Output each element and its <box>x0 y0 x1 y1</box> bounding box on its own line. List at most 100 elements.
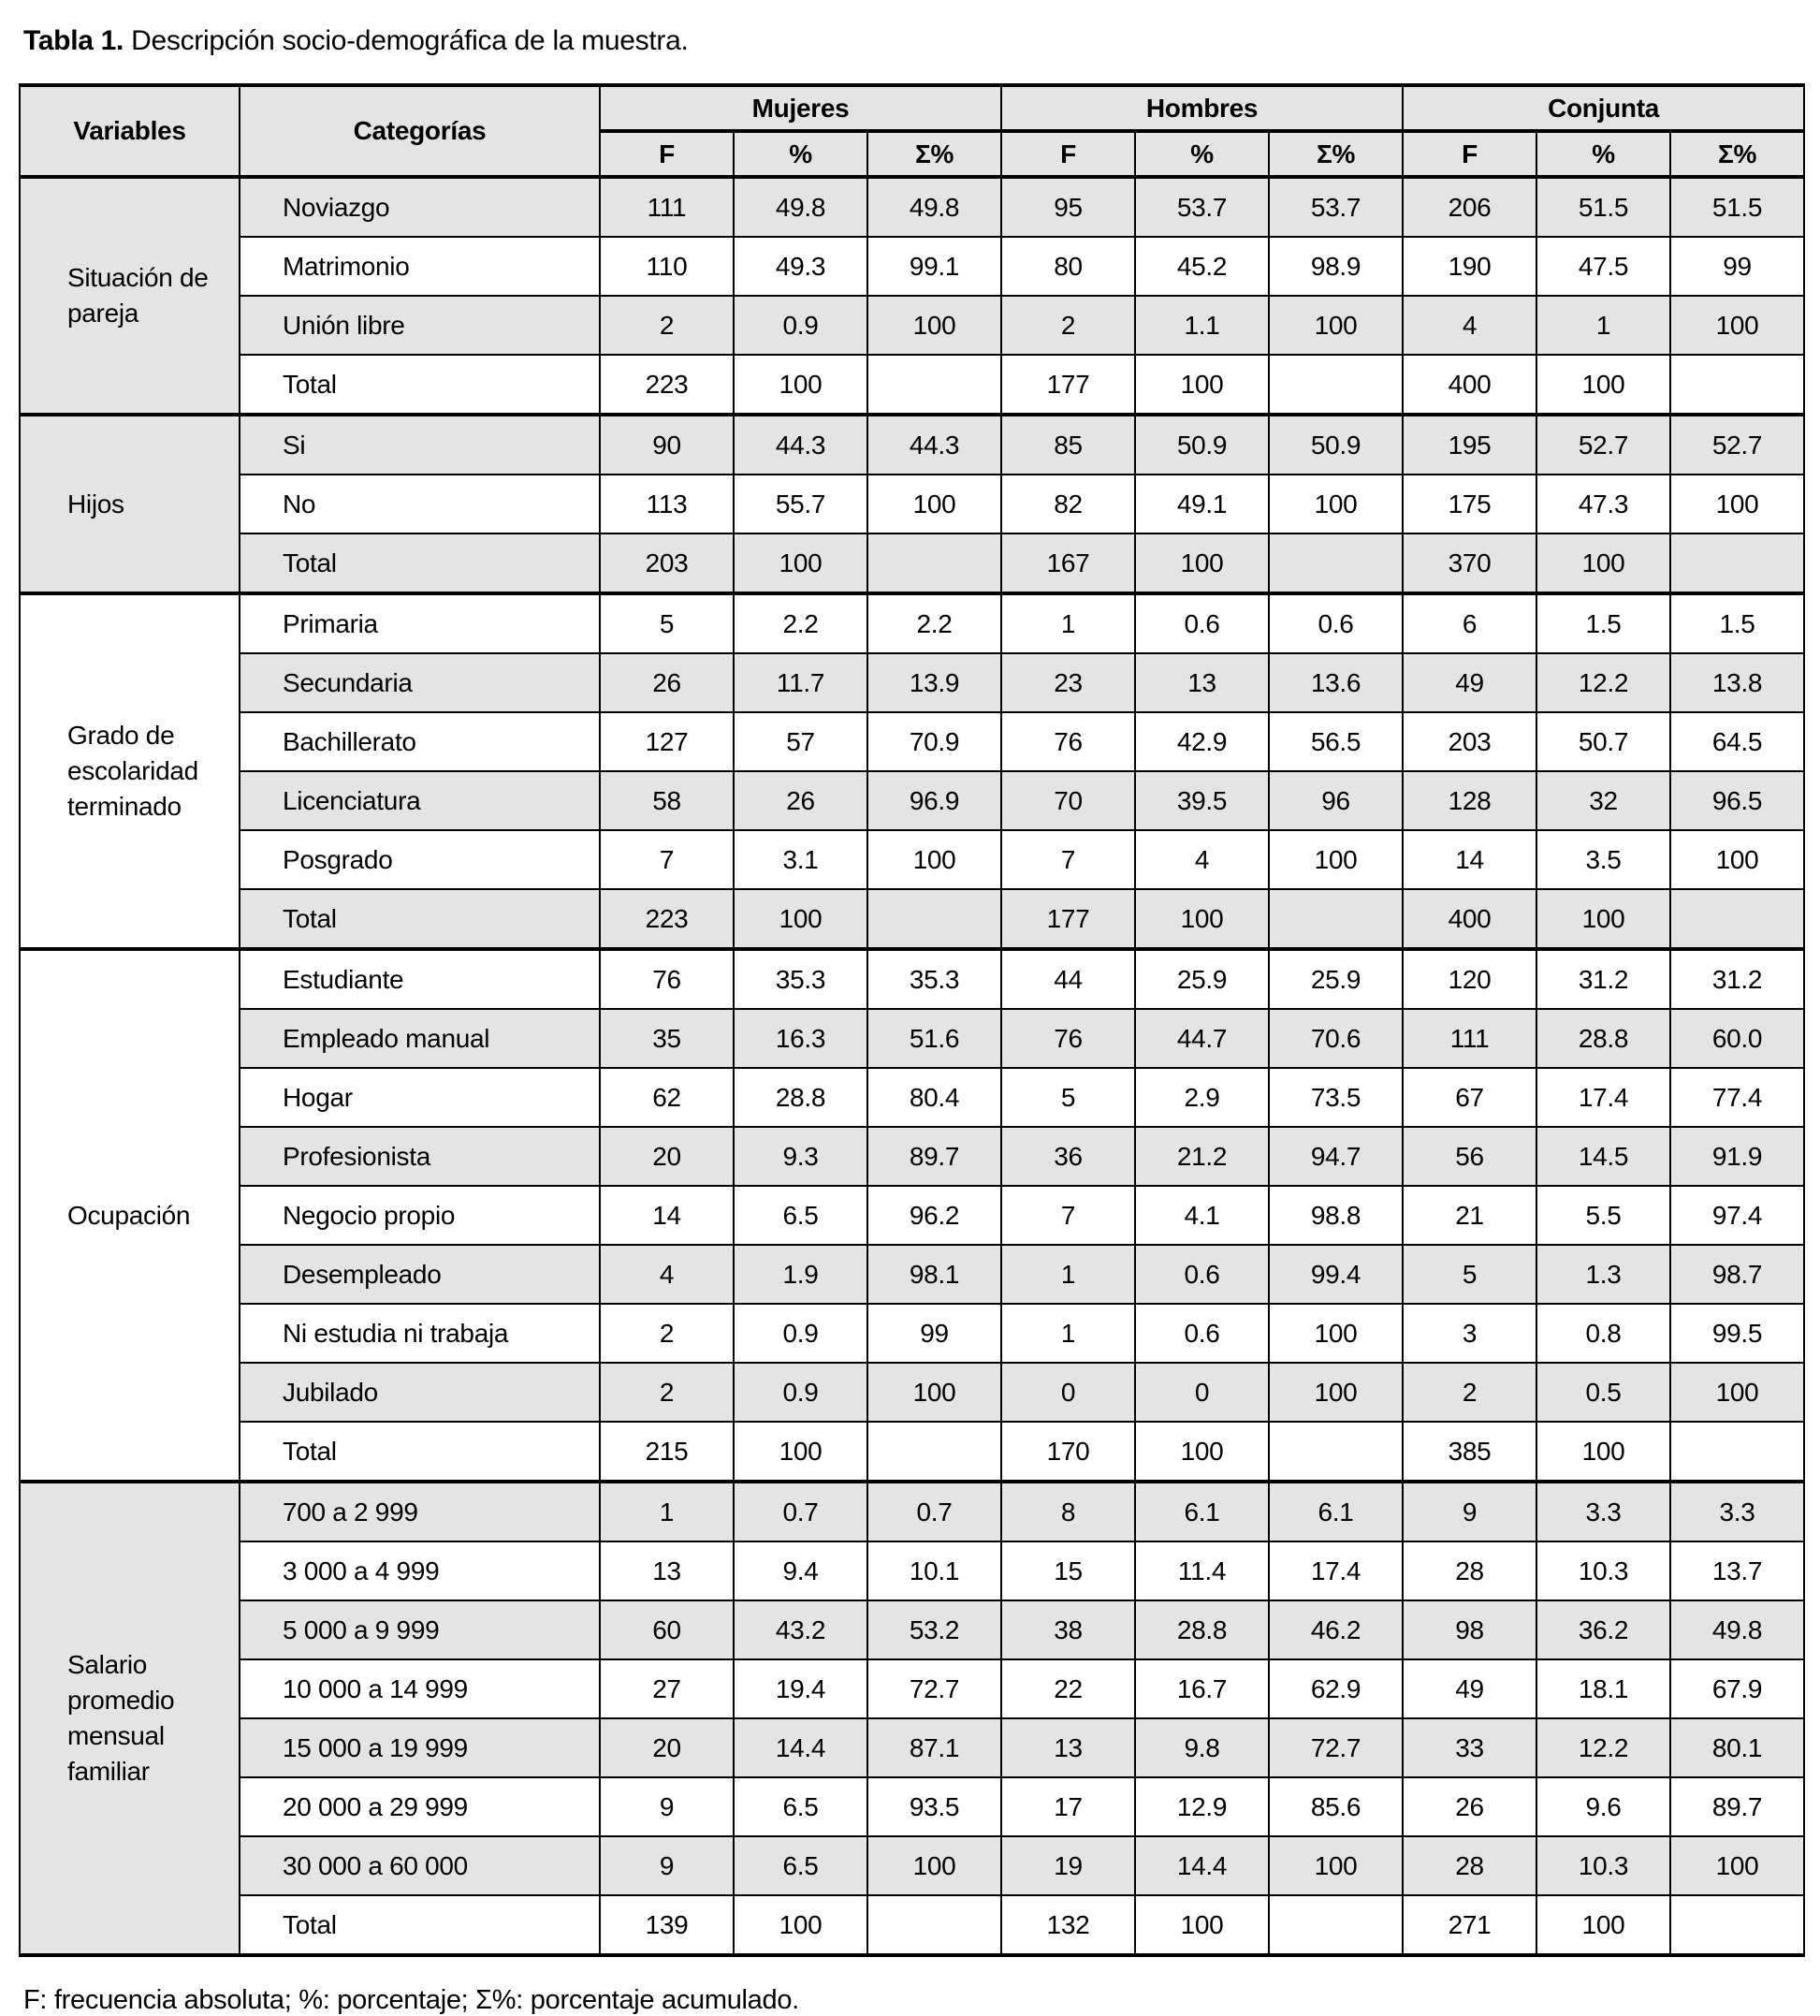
category-cell: Total <box>239 1894 601 1956</box>
value-cell: 223 <box>599 888 735 950</box>
value-cell: 1.5 <box>1536 592 1672 654</box>
category-cell: Total <box>239 1421 601 1483</box>
value-cell: 1 <box>1000 1303 1137 1364</box>
value-cell: 1.5 <box>1669 592 1806 654</box>
value-cell: 100 <box>733 888 868 950</box>
value-cell: 82 <box>1000 474 1137 534</box>
value-cell: 98.1 <box>866 1244 1003 1305</box>
header-metric-cumpct: Σ% <box>866 130 1003 179</box>
metric-header-row: F % Σ% F % Σ% F % Σ% <box>20 130 1806 179</box>
value-cell: 6.1 <box>1134 1480 1271 1542</box>
value-cell: 28 <box>1402 1541 1538 1601</box>
value-cell: 96.5 <box>1669 770 1806 831</box>
value-cell: 28.8 <box>1134 1600 1271 1660</box>
value-cell: 45.2 <box>1134 236 1271 297</box>
value-cell: 13.8 <box>1669 652 1806 713</box>
category-cell: Ni estudia ni trabaja <box>239 1303 601 1364</box>
value-cell: 100 <box>1536 1894 1672 1956</box>
value-cell: 27 <box>599 1658 735 1719</box>
value-cell: 1 <box>1000 592 1137 654</box>
value-cell: 49.1 <box>1134 474 1271 534</box>
value-cell: 110 <box>599 236 735 297</box>
value-cell: 97.4 <box>1669 1185 1806 1246</box>
value-cell: 5 <box>1402 1244 1538 1305</box>
value-cell <box>1669 1894 1806 1956</box>
value-cell: 19 <box>1000 1835 1137 1896</box>
variable-cell: Situación de pareja <box>19 175 240 416</box>
value-cell: 31.2 <box>1669 947 1806 1010</box>
value-cell: 98.9 <box>1268 236 1405 297</box>
category-cell: Posgrado <box>239 829 601 890</box>
value-cell: 0 <box>1134 1362 1271 1423</box>
category-cell: Total <box>239 533 601 594</box>
value-cell: 44.7 <box>1134 1008 1271 1069</box>
value-cell: 76 <box>1000 711 1137 772</box>
value-cell: 400 <box>1402 888 1538 950</box>
value-cell: 56 <box>1402 1126 1538 1187</box>
value-cell: 18.1 <box>1536 1658 1672 1719</box>
value-cell: 0.7 <box>733 1480 868 1542</box>
value-cell: 16.7 <box>1134 1658 1271 1719</box>
table-row: Negocio propio 14 6.5 96.2 7 4.1 98.8 21 5.5 97.4 <box>20 1185 1806 1246</box>
header-metric-pct: % <box>1536 130 1672 179</box>
value-cell: 6.1 <box>1268 1480 1405 1542</box>
value-cell: 127 <box>599 711 735 772</box>
category-cell: Empleado manual <box>239 1008 601 1069</box>
value-cell: 2.2 <box>866 592 1003 654</box>
value-cell: 100 <box>1669 1835 1806 1896</box>
value-cell: 6.5 <box>733 1185 868 1246</box>
table-row: Situación de pareja Noviazgo 111 49.8 49.8 95… <box>19 175 1806 416</box>
value-cell: 170 <box>1000 1421 1137 1483</box>
value-cell: 100 <box>1669 1362 1806 1423</box>
value-cell: 20 <box>599 1126 735 1187</box>
category-cell: Matrimonio <box>239 236 601 297</box>
value-cell: 370 <box>1402 533 1538 594</box>
value-cell: 100 <box>733 533 868 594</box>
header-metric-pct: % <box>1134 130 1271 179</box>
value-cell: 96.9 <box>866 770 1003 831</box>
value-cell: 3.3 <box>1669 1480 1806 1542</box>
table-row: Secundaria 26 11.7 13.9 23 13 13.6 49 12.2 13.8 <box>20 652 1806 713</box>
value-cell: 100 <box>866 1835 1003 1896</box>
value-cell: 100 <box>866 829 1003 890</box>
table-title: Tabla 1. Descripción socio-demográfica d… <box>23 24 1820 58</box>
value-cell: 72.7 <box>866 1658 1003 1719</box>
value-cell: 76 <box>1000 1008 1137 1069</box>
value-cell: 31.2 <box>1536 947 1672 1010</box>
table-row: Total 223 100 177 100 400 100 <box>20 354 1806 416</box>
value-cell <box>1669 888 1806 950</box>
table-row: Salario promedio mensual familiar 700 a 2… <box>19 1480 1806 1956</box>
value-cell: 0 <box>1000 1362 1137 1423</box>
value-cell: 2 <box>599 1362 735 1423</box>
value-cell: 100 <box>1536 888 1672 950</box>
value-cell: 100 <box>1669 295 1806 356</box>
value-cell: 21.2 <box>1134 1126 1271 1187</box>
value-cell: 17 <box>1000 1776 1137 1837</box>
value-cell: 10.3 <box>1536 1835 1672 1896</box>
table-row: Total 139 100 132 100 271 100 <box>20 1894 1806 1956</box>
value-cell: 1 <box>599 1480 735 1542</box>
value-cell: 17.4 <box>1536 1067 1672 1128</box>
value-cell: 9.3 <box>733 1126 868 1187</box>
value-cell: 23 <box>1000 652 1137 713</box>
value-cell: 0.7 <box>866 1480 1003 1542</box>
value-cell: 0.5 <box>1536 1362 1672 1423</box>
value-cell: 111 <box>599 175 735 238</box>
value-cell: 1 <box>1000 1244 1137 1305</box>
value-cell: 100 <box>1536 533 1672 594</box>
value-cell: 50.9 <box>1268 413 1405 475</box>
value-cell <box>1268 1894 1405 1956</box>
value-cell: 77.4 <box>1669 1067 1806 1128</box>
value-cell: 80.4 <box>866 1067 1003 1128</box>
category-cell: 5 000 a 9 999 <box>239 1600 601 1660</box>
category-cell: Total <box>239 888 601 950</box>
value-cell: 0.9 <box>733 295 868 356</box>
value-cell: 400 <box>1402 354 1538 416</box>
header-group-conjunta: Conjunta <box>1402 84 1806 133</box>
category-cell: Negocio propio <box>239 1185 601 1246</box>
value-cell: 51.5 <box>1536 175 1672 238</box>
table-row: Total 203 100 167 100 370 100 <box>20 533 1806 594</box>
category-cell: Desempleado <box>239 1244 601 1305</box>
value-cell: 100 <box>1669 474 1806 534</box>
value-cell: 100 <box>1134 533 1271 594</box>
